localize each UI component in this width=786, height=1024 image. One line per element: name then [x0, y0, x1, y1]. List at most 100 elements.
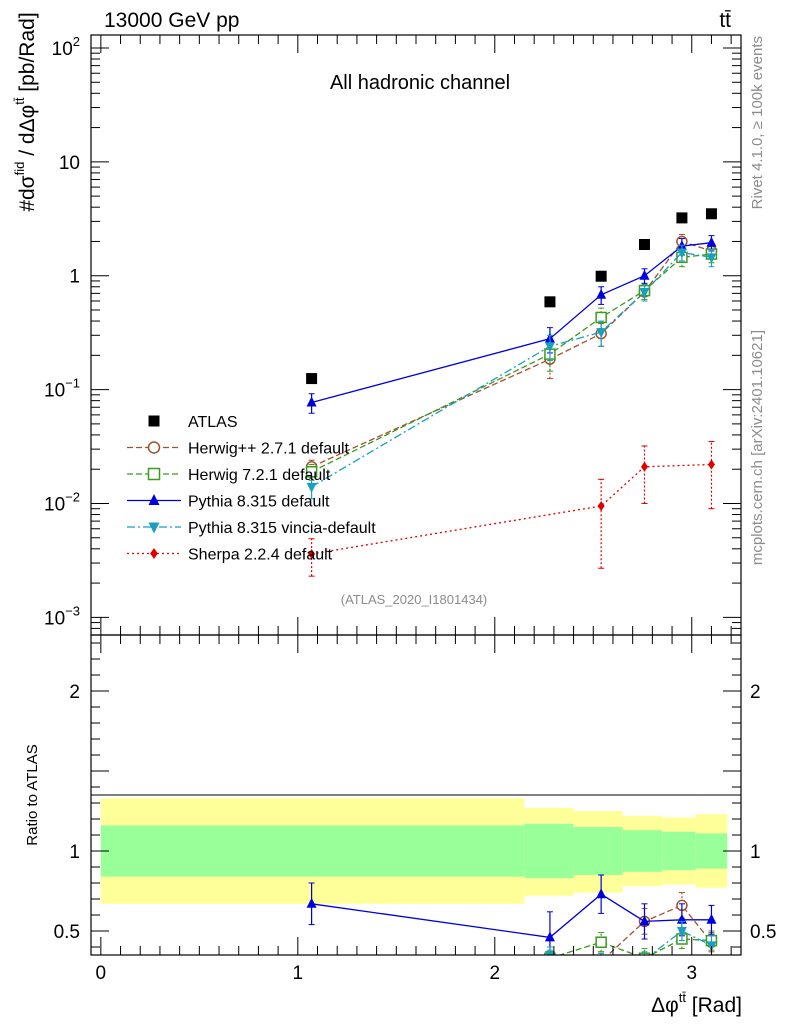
- main-point-vincia: [544, 342, 555, 353]
- main-y-tick-label: 10−1: [44, 376, 80, 402]
- ratio-point-pythia: [596, 888, 607, 899]
- legend: ATLAS Herwig++ 2.7.1 default Herwig 7.2.1 …: [127, 414, 376, 564]
- legend-marker-herwigpp: [147, 441, 161, 454]
- x-tick-label: 1: [293, 963, 304, 984]
- main-point-atlas: [676, 212, 688, 224]
- legend-entry-herwig7: Herwig 7.2.1 default: [127, 467, 331, 484]
- ratio-line-pythia: [311, 893, 712, 939]
- x-tick-label: 2: [489, 963, 500, 984]
- ratio-point-vincia: [544, 951, 555, 955]
- legend-entry-pythia: Pythia 8.315 default: [127, 494, 330, 511]
- legend-marker-atlas: [148, 415, 160, 427]
- ratio-point-herwigpp: [545, 956, 555, 966]
- axis-ticks: 10−3 10−2 10−1 1 10 102 0 1 2 3 0.5 0.5 1 1 2 2: [44, 34, 776, 984]
- legend-label-vincia: Pythia 8.315 vincia-default: [188, 520, 376, 537]
- ratio-y-tick-label-right: 2: [750, 682, 761, 703]
- main-y-tick-label: 10: [59, 153, 80, 174]
- main-point-vincia: [596, 328, 607, 339]
- legend-entry-vincia: Pythia 8.315 vincia-default: [127, 520, 376, 537]
- main-line-sherpa: [311, 463, 712, 555]
- main-panel-frame: [90, 34, 742, 636]
- main-point-sherpa: [308, 549, 316, 560]
- main-point-pythia: [306, 396, 317, 407]
- main-series-herwigpp: [305, 234, 718, 475]
- ratio-y-tick-label-left: 0.5: [54, 922, 80, 943]
- main-point-vincia: [706, 253, 717, 264]
- ratio-uncertainty-bands: [100, 798, 728, 904]
- main-point-atlas: [705, 208, 717, 220]
- main-point-vincia: [306, 482, 317, 493]
- ratio-point-pythia: [306, 897, 317, 908]
- band-inner-bin-4: [662, 831, 696, 871]
- ratio-y-axis-label: Ratio to ATLAS: [24, 744, 41, 845]
- main-y-tick-label: 10−2: [44, 489, 80, 515]
- main-series-vincia: [306, 244, 717, 500]
- channel-label: All hadronic channel: [330, 72, 510, 94]
- ratio-y-tick-label-left: 2: [69, 682, 80, 703]
- ratio-y-tick-label-right: 0.5: [750, 922, 776, 943]
- main-point-vincia: [676, 248, 687, 259]
- ratio-point-vincia: [676, 927, 687, 937]
- ratio-point-herwig7: [595, 936, 607, 948]
- legend-marker-vincia: [148, 522, 160, 534]
- main-y-tick-label: 102: [52, 34, 80, 60]
- main-point-atlas: [638, 239, 650, 251]
- legend-entry-herwigpp: Herwig++ 2.7.1 default: [127, 441, 350, 458]
- main-panel-series: [305, 208, 718, 577]
- ratio-y-tick-label-left: 1: [69, 842, 80, 863]
- analysis-id-label: (ATLAS_2020_I1801434): [341, 592, 487, 607]
- legend-marker-herwig7: [147, 467, 161, 481]
- ratio-point-vincia: [639, 956, 649, 966]
- ratio-point-pythia: [544, 931, 555, 942]
- ratio-point-herwigpp: [596, 956, 606, 966]
- main-point-atlas: [595, 270, 607, 282]
- main-y-axis-label: #dσfid / dΔφtt̄ [pb/Rad]: [12, 12, 39, 211]
- main-y-tick-label: 10−3: [44, 603, 80, 629]
- legend-marker-sherpa: [150, 548, 158, 559]
- ratio-series-pythia: [306, 874, 717, 955]
- band-inner-bin-0: [100, 825, 525, 877]
- x-tick-label: 0: [96, 963, 107, 984]
- main-point-sherpa: [707, 459, 715, 470]
- main-line-vincia: [311, 251, 712, 488]
- ratio-point-pythia: [639, 915, 650, 926]
- ratio-panel-series: [306, 874, 718, 967]
- legend-label-pythia: Pythia 8.315 default: [188, 494, 330, 511]
- main-point-herwig7: [305, 465, 318, 478]
- ratio-point-pythia: [706, 913, 717, 924]
- main-point-vincia: [639, 287, 650, 298]
- band-inner-bin-2: [573, 827, 623, 875]
- main-series-atlas: [306, 208, 717, 385]
- ratio-point-vincia: [596, 957, 606, 967]
- main-series-sherpa: [308, 441, 715, 577]
- main-point-sherpa: [597, 501, 605, 512]
- svg-text:#dσfid / dΔφtt̄ [pb/Rad]: #dσfid / dΔφtt̄ [pb/Rad]: [12, 12, 39, 211]
- main-point-pythia: [639, 269, 650, 280]
- main-series-pythia: [306, 235, 717, 414]
- ratio-y-tick-label-right: 1: [750, 842, 761, 863]
- main-line-herwigpp: [311, 240, 712, 468]
- mcplots-source-label: mcplots.cern.ch [arXiv:2401.10621]: [749, 330, 766, 565]
- legend-label-herwigpp: Herwig++ 2.7.1 default: [188, 441, 350, 458]
- main-point-pythia: [706, 236, 717, 247]
- x-tick-label: 3: [686, 963, 697, 984]
- x-axis-label: Δφtt̄ [Rad]: [651, 990, 742, 1017]
- svg-text:Δφtt̄ [Rad]: Δφtt̄ [Rad]: [651, 990, 742, 1017]
- legend-label-sherpa: Sherpa 2.2.4 default: [188, 547, 333, 564]
- process-label: tt̄: [719, 9, 731, 32]
- legend-entry-atlas: ATLAS: [148, 414, 238, 431]
- legend-marker-pythia: [148, 494, 160, 505]
- main-line-pythia: [311, 242, 712, 404]
- energy-label: 13000 GeV pp: [104, 9, 239, 32]
- main-y-tick-label: 1: [69, 267, 80, 288]
- legend-label-herwig7: Herwig 7.2.1 default: [188, 467, 331, 484]
- main-point-sherpa: [640, 461, 648, 472]
- band-inner-bin-1: [524, 823, 574, 879]
- main-point-atlas: [544, 296, 556, 308]
- main-point-atlas: [306, 373, 318, 385]
- band-inner-bin-5: [695, 833, 728, 869]
- legend-entry-sherpa: Sherpa 2.2.4 default: [127, 547, 333, 564]
- legend-label-atlas: ATLAS: [188, 414, 238, 431]
- band-inner-bin-3: [622, 830, 663, 872]
